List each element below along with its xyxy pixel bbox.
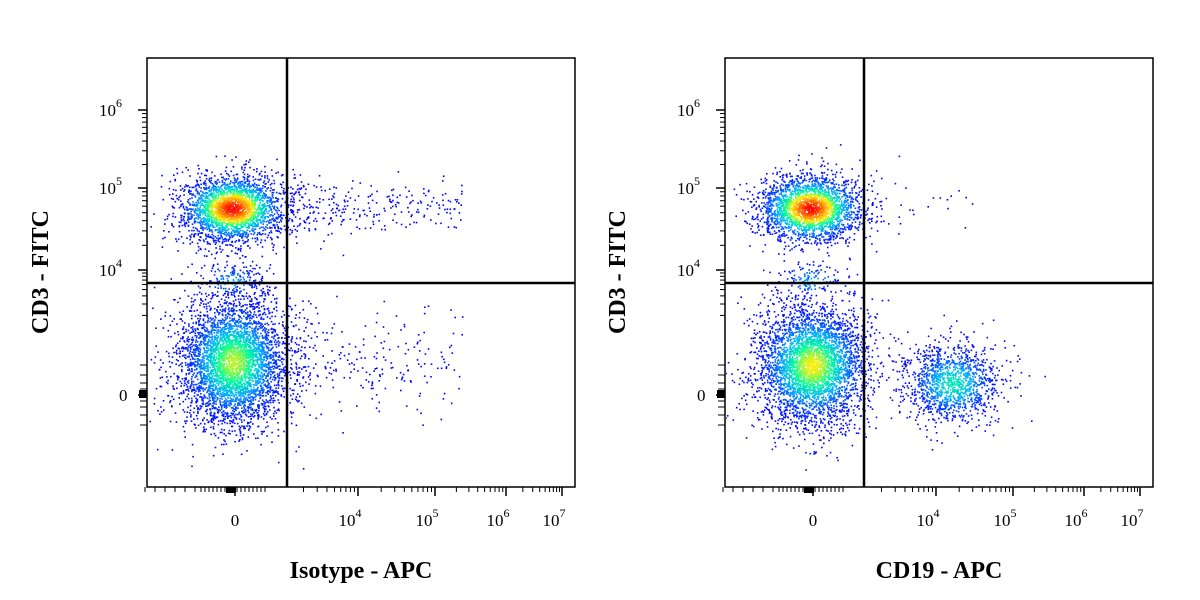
x-tick-label: 105 — [994, 506, 1017, 530]
y-tick-label: 106 — [677, 96, 700, 120]
x-tick-label: 106 — [1065, 506, 1088, 530]
x-axis-title: CD19 - APC — [876, 558, 1003, 584]
event-dots — [726, 144, 1046, 471]
y-tick-label: 0 — [697, 386, 706, 405]
population-0 — [733, 144, 914, 279]
dot-plot-cd19: 0 104 105 106 107 0 104 105 106 CD19 - APC CD3 - F… — [605, 57, 1154, 584]
x-minor-ticks — [144, 487, 560, 493]
population-0 — [150, 155, 322, 269]
event-dots — [149, 155, 464, 470]
y-tick-label: 0 — [119, 386, 128, 405]
y-tick-label: 104 — [99, 256, 122, 280]
population-1 — [149, 245, 337, 470]
y-axis-title: CD3 - FITC — [605, 210, 631, 334]
y-tick-label: 105 — [99, 174, 122, 198]
x-tick-label: 0 — [231, 511, 240, 530]
x-axis-title: Isotype - APC — [290, 558, 433, 584]
y-minor-ticks — [139, 109, 147, 426]
population-4 — [187, 255, 276, 305]
x-tick-label: 0 — [809, 511, 818, 530]
x-tick-label: 106 — [487, 506, 510, 530]
population-1 — [726, 242, 911, 471]
y-minor-ticks — [717, 109, 725, 426]
y-tick-label: 105 — [677, 174, 700, 198]
x-tick-label: 105 — [416, 506, 439, 530]
x-minor-ticks — [722, 487, 1138, 493]
population-3 — [290, 295, 464, 448]
y-tick-label: 106 — [99, 96, 122, 120]
population-2 — [868, 314, 1046, 451]
y-tick-label: 104 — [677, 256, 700, 280]
x-tick-label: 104 — [339, 506, 362, 530]
x-tick-label: 107 — [1121, 506, 1144, 530]
x-tick-label: 107 — [543, 506, 566, 530]
population-3 — [872, 187, 974, 229]
population-4 — [762, 258, 863, 316]
population-2 — [290, 171, 463, 257]
dot-plot-isotype: 0 104 105 106 107 0 104 105 106 Isotype - APC CD3 … — [28, 57, 576, 584]
x-tick-label: 104 — [917, 506, 940, 530]
plot-frame — [146, 57, 576, 488]
y-axis-title: CD3 - FITC — [28, 210, 54, 334]
